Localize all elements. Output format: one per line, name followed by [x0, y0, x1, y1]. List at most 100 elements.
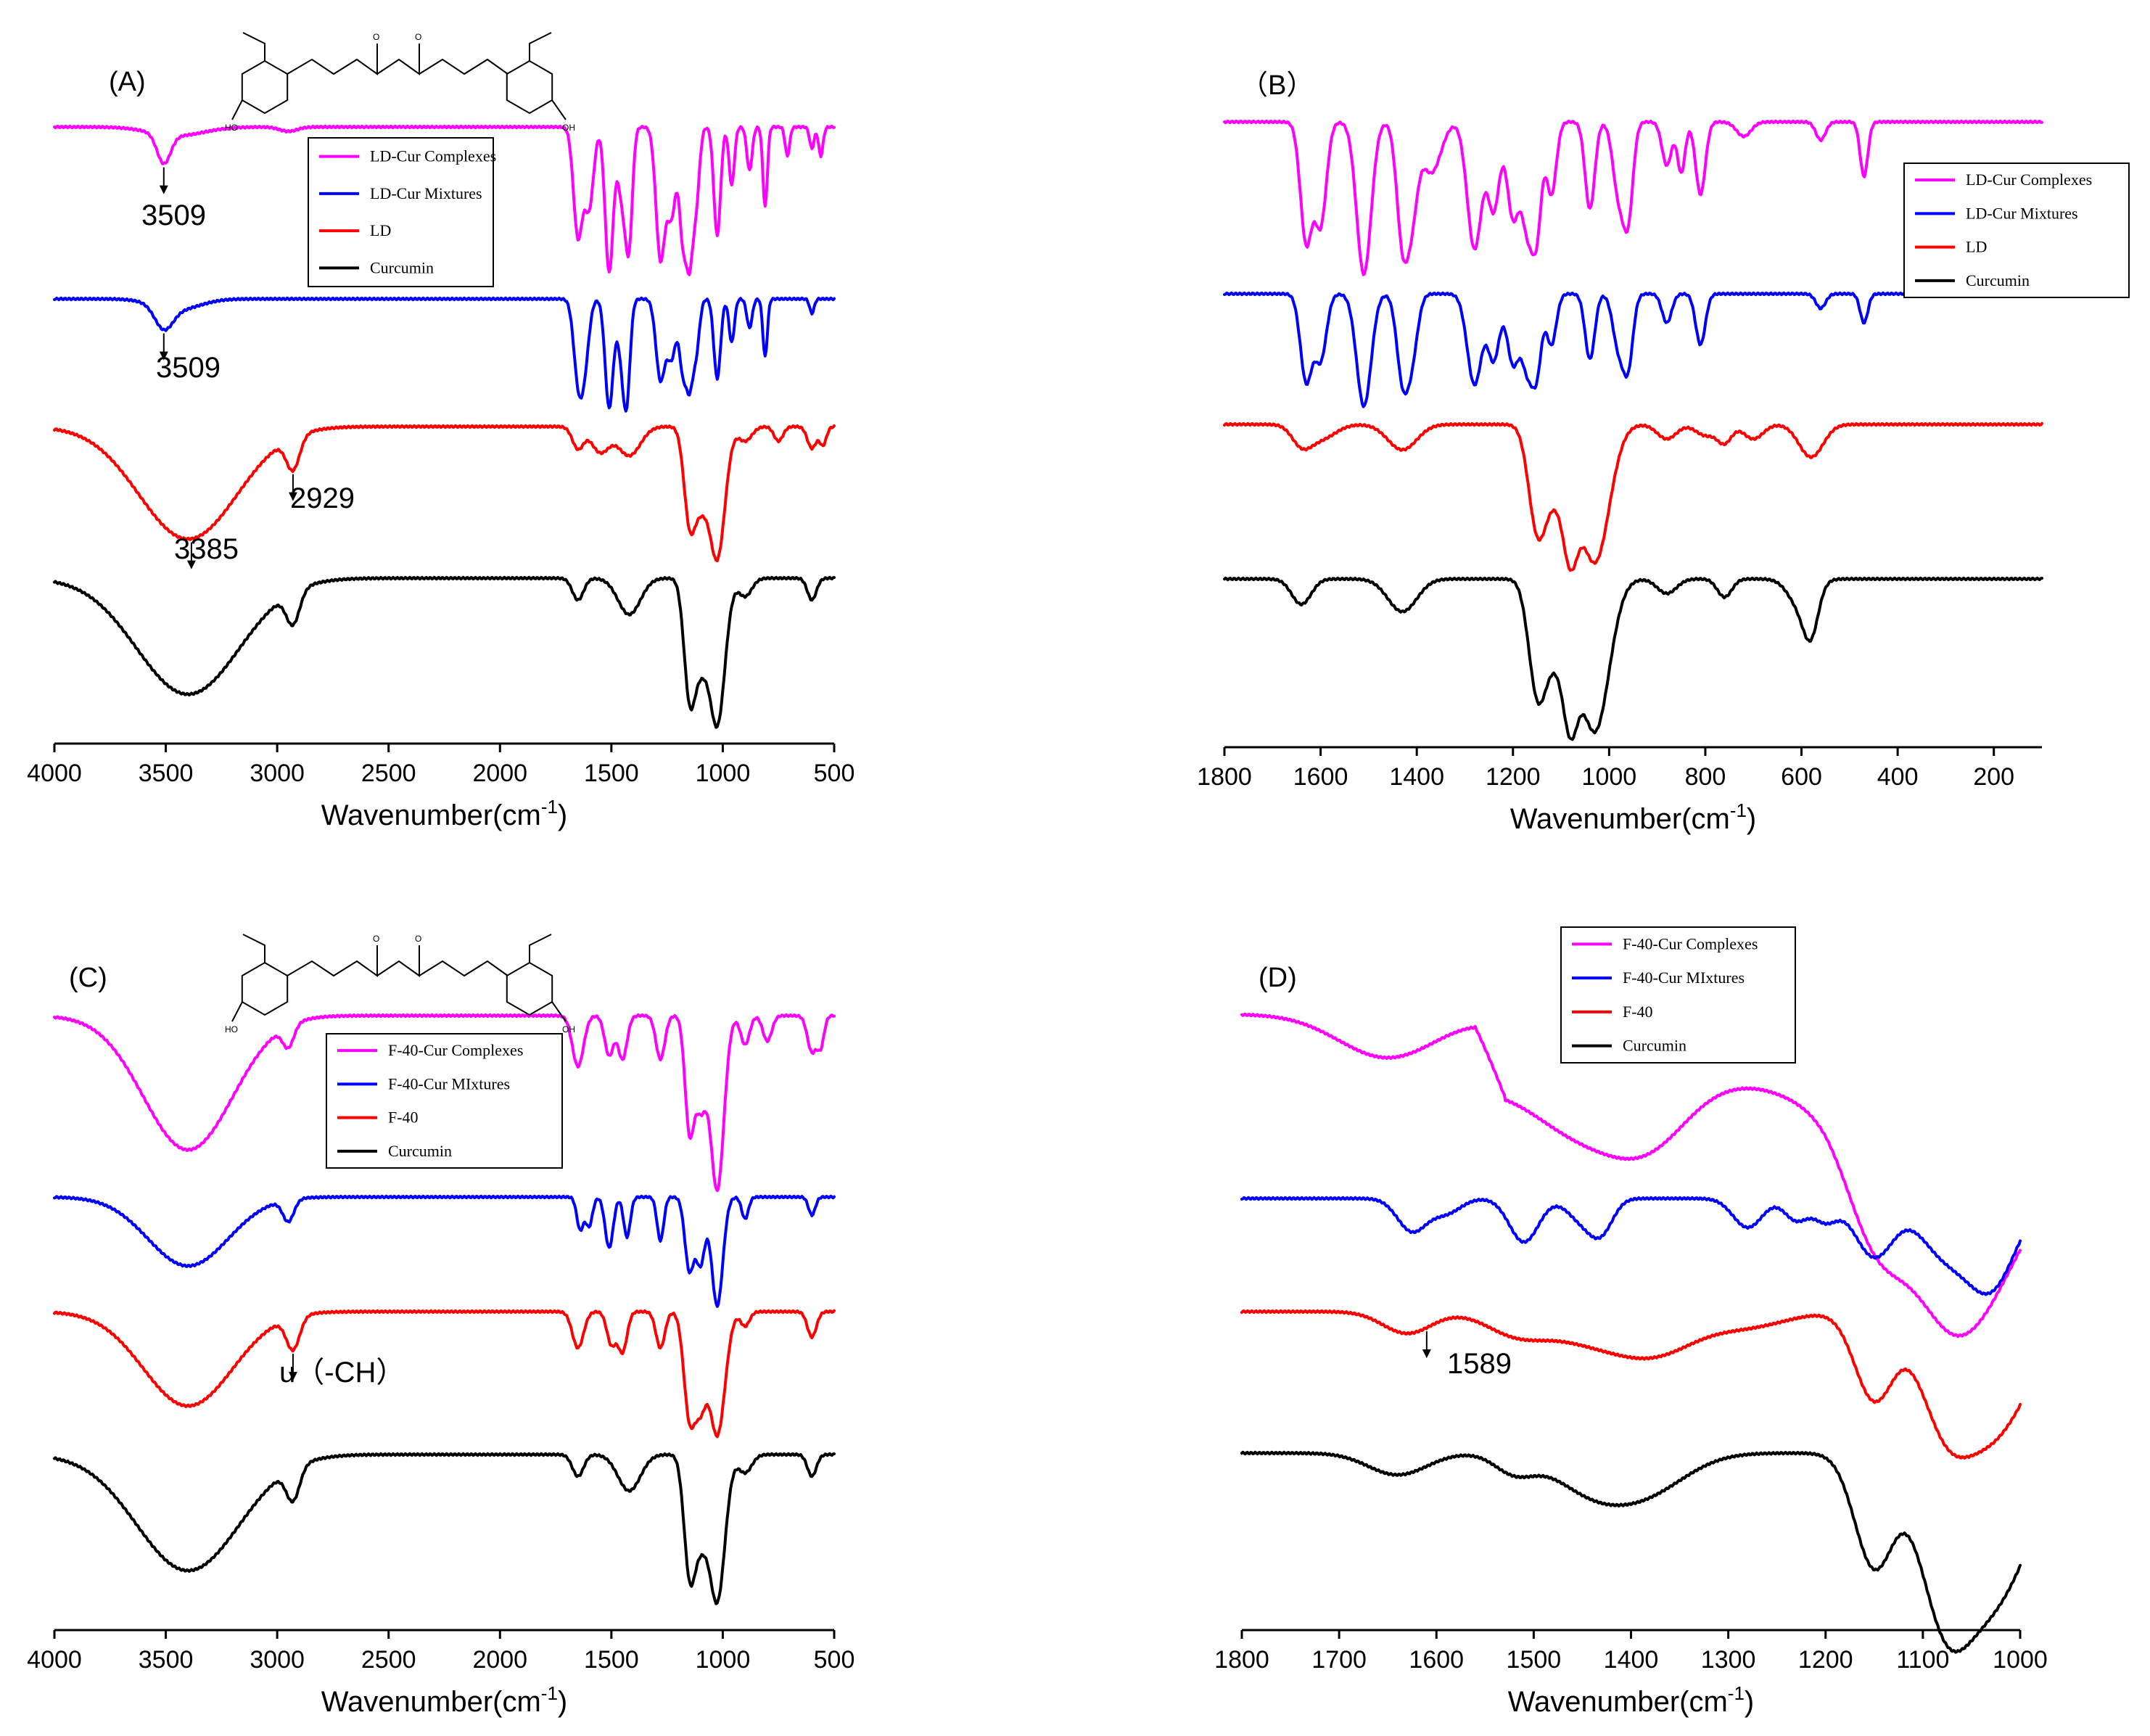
- hydroxyl-label-right: OH: [562, 123, 575, 133]
- series-line-4: [1240, 1450, 2022, 1654]
- series-line-2: [1223, 291, 2043, 408]
- carbonyl-label-right: O: [415, 32, 421, 42]
- annotation-arrowhead: [159, 351, 168, 361]
- legend-item-label: LD: [370, 221, 391, 239]
- x-axis-title-main: Wavenumber(cm: [1508, 1686, 1728, 1718]
- legend-item-label: LD-Cur Complexes: [1966, 170, 2092, 189]
- x-tick-label: 3000: [250, 760, 305, 787]
- annotation-arrowhead: [288, 492, 297, 501]
- curcumin-structure: HO OH O O: [225, 32, 575, 133]
- annotation-label: 1589: [1447, 1348, 1512, 1380]
- hydroxyl-label-right: OH: [562, 1024, 575, 1034]
- panel-label: (A): [109, 67, 146, 97]
- x-tick-label: 500: [814, 760, 855, 787]
- x-axis-title-end: ): [1745, 1686, 1754, 1718]
- x-axis-title-main: Wavenumber(cm: [321, 1686, 541, 1718]
- hydroxyl-label-left: HO: [225, 123, 238, 133]
- annotation-arrowhead: [1422, 1349, 1431, 1359]
- x-tick-label: 2500: [361, 1646, 416, 1674]
- curcumin-structure: HO OH O O: [225, 934, 575, 1034]
- x-tick-label: 1000: [696, 760, 751, 787]
- x-axis-title-end: ): [558, 1686, 567, 1718]
- series-line-1: [53, 1013, 836, 1193]
- legend-item-label: F-40-Cur MIxtures: [388, 1074, 510, 1093]
- annotation-label: u（-CH）: [279, 1357, 405, 1389]
- legend-item-label: F-40-Cur Complexes: [1623, 934, 1758, 953]
- x-axis-title: Wavenumber(cm-1): [321, 796, 567, 831]
- carbonyl-label-right: O: [415, 934, 421, 944]
- series-line-1: [1240, 1012, 2022, 1338]
- series-line-2: [53, 296, 836, 413]
- x-tick-label: 800: [1685, 763, 1726, 791]
- annotation-label: 3509: [141, 199, 206, 231]
- x-tick-label: 1000: [1993, 1646, 2048, 1674]
- x-tick-label: 1600: [1409, 1646, 1464, 1674]
- chart-panel-3: 4000 3500 3000 2500 2000 1500 1000 500 Wavenumbe…: [27, 934, 854, 1718]
- carbonyl-label-left: O: [373, 32, 379, 42]
- x-tick-label: 1100: [1896, 1646, 1949, 1674]
- series-line-4: [53, 575, 836, 729]
- x-tick-label: 400: [1877, 763, 1919, 791]
- x-tick-label: 600: [1781, 763, 1822, 791]
- chart-panel-1: 4000 3500 3000 2500 2000 1500 1000 500 Wavenumbe…: [27, 32, 854, 831]
- annotation-label: 3385: [174, 533, 239, 565]
- x-tick-label: 2500: [361, 760, 416, 787]
- x-tick-label: 1600: [1293, 763, 1348, 791]
- x-axis-title-main: Wavenumber(cm: [1510, 803, 1730, 835]
- legend-item-label: LD-Cur Mixtures: [1966, 204, 2078, 222]
- x-tick-label: 4000: [27, 760, 82, 787]
- x-axis-title: Wavenumber(cm-1): [1510, 799, 1756, 835]
- chart-panel-4: 1800 1700 1600 1500 1400 1300 1200 1100 1000 Wave…: [1214, 926, 2048, 1718]
- panel-label: （B）: [1240, 70, 1314, 101]
- x-tick-label: 1000: [696, 1646, 751, 1674]
- legend-item-label: F-40: [1623, 1003, 1653, 1021]
- x-axis-title: Wavenumber(cm-1): [1508, 1682, 1754, 1718]
- series-line-1: [1223, 119, 2043, 276]
- series-line-3: [1240, 1309, 2022, 1460]
- legend-box: [1560, 926, 1796, 1064]
- legend-item-label: F-40-Cur Complexes: [388, 1041, 523, 1059]
- annotation-label: 3509: [156, 352, 221, 384]
- x-tick-label: 4000: [27, 1646, 82, 1674]
- series-line-2: [1240, 1196, 2022, 1296]
- legend-item-label: Curcumin: [370, 258, 434, 276]
- x-tick-label: 1700: [1311, 1646, 1367, 1674]
- x-axis-title-main: Wavenumber(cm: [321, 799, 541, 831]
- x-tick-label: 3000: [250, 1646, 305, 1674]
- x-tick-label: 1500: [1507, 1646, 1562, 1674]
- annotation-arrowhead: [159, 185, 168, 194]
- x-tick-label: 1500: [584, 1646, 639, 1674]
- series-line-3: [1223, 421, 2043, 572]
- x-tick-label: 1800: [1197, 763, 1252, 791]
- benzene-ring: [241, 961, 289, 1016]
- legend-box: [1903, 163, 2130, 298]
- x-axis-title-sup: -1: [541, 1682, 558, 1704]
- series-line-3: [53, 1309, 836, 1439]
- legend-item-label: F-40: [388, 1108, 419, 1127]
- legend-item-label: LD: [1966, 238, 1987, 256]
- legend-item-label: Curcumin: [1623, 1037, 1686, 1055]
- legend-box: [326, 1033, 563, 1169]
- benzene-ring: [506, 59, 553, 115]
- x-axis-title-sup: -1: [1728, 1682, 1745, 1704]
- x-tick-label: 500: [814, 1646, 855, 1674]
- x-axis-title-end: ): [1747, 803, 1756, 835]
- x-tick-label: 200: [1973, 763, 2014, 791]
- series-line-3: [53, 424, 836, 563]
- annotation-arrowhead: [186, 560, 196, 569]
- x-tick-label: 1800: [1214, 1646, 1269, 1674]
- x-tick-label: 3500: [139, 1646, 194, 1674]
- x-tick-label: 1200: [1798, 1646, 1853, 1674]
- x-tick-label: 1200: [1486, 763, 1541, 791]
- panel-label: (D): [1259, 963, 1297, 993]
- annotation-label: 2929: [290, 482, 355, 514]
- chart-panel-2: 1800 1600 1400 1200 1000 800 600 400 200 Wavenumb…: [1197, 70, 2130, 835]
- x-tick-label: 1400: [1389, 763, 1444, 791]
- x-axis-title-end: ): [558, 799, 567, 831]
- carbonyl-label-left: O: [373, 934, 379, 944]
- x-tick-label: 2000: [472, 760, 527, 787]
- annotation-arrowhead: [288, 1372, 297, 1381]
- legend-item-label: Curcumin: [1966, 271, 2030, 289]
- x-tick-label: 1300: [1701, 1646, 1756, 1674]
